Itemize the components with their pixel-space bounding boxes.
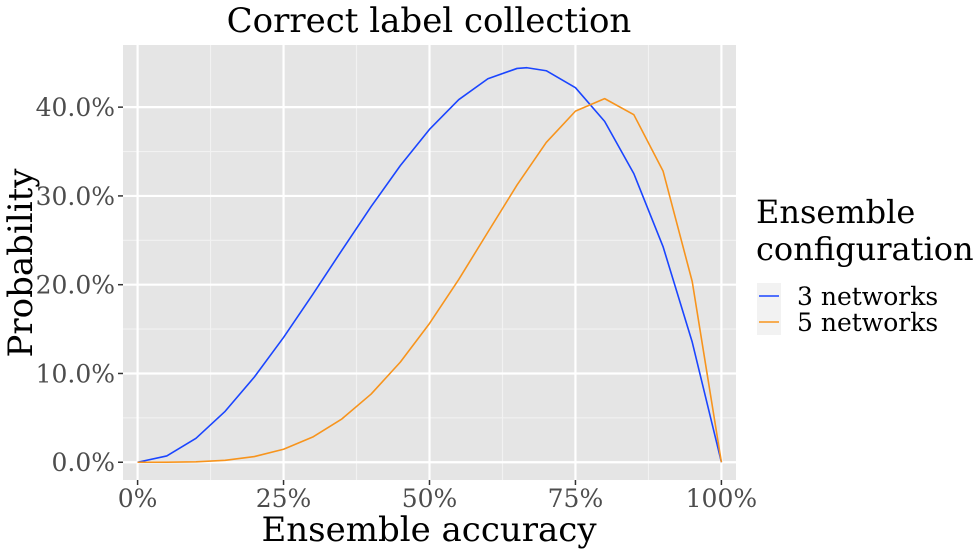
legend-label-5-networks: 5 networks (797, 308, 938, 337)
legend-title-line-2: configuration (756, 230, 974, 268)
legend-title-line-1: Ensemble (756, 193, 915, 231)
tick-layer: 0% 25% 50% 75% 100% 0.0% 10.0% 20.0% 30.0% 40.0% (36, 93, 758, 513)
x-tick-label: 75% (548, 484, 604, 513)
y-axis-title: Probability (1, 168, 41, 358)
legend-label-3-networks: 3 networks (797, 282, 938, 311)
x-tick-label: 25% (256, 484, 312, 513)
series-layer (137, 66, 723, 464)
x-axis-title: Ensemble accuracy (261, 510, 597, 550)
y-tick-label: 20.0% (36, 271, 115, 300)
x-tick-label: 0% (118, 484, 158, 513)
y-tick-label: 40.0% (36, 93, 115, 122)
grid-layer (123, 45, 736, 480)
x-tick-label: 50% (402, 484, 458, 513)
series-line-1 (137, 66, 723, 464)
y-tick-label: 10.0% (36, 359, 115, 388)
y-tick-label: 30.0% (36, 182, 115, 211)
legend: Ensemble configuration 3 networks 5 netw… (756, 193, 974, 337)
x-tick-label: 100% (686, 484, 757, 513)
chart-title: Correct label collection (227, 1, 632, 41)
series-line-2 (137, 97, 723, 464)
y-tick-label: 0.0% (51, 448, 115, 477)
